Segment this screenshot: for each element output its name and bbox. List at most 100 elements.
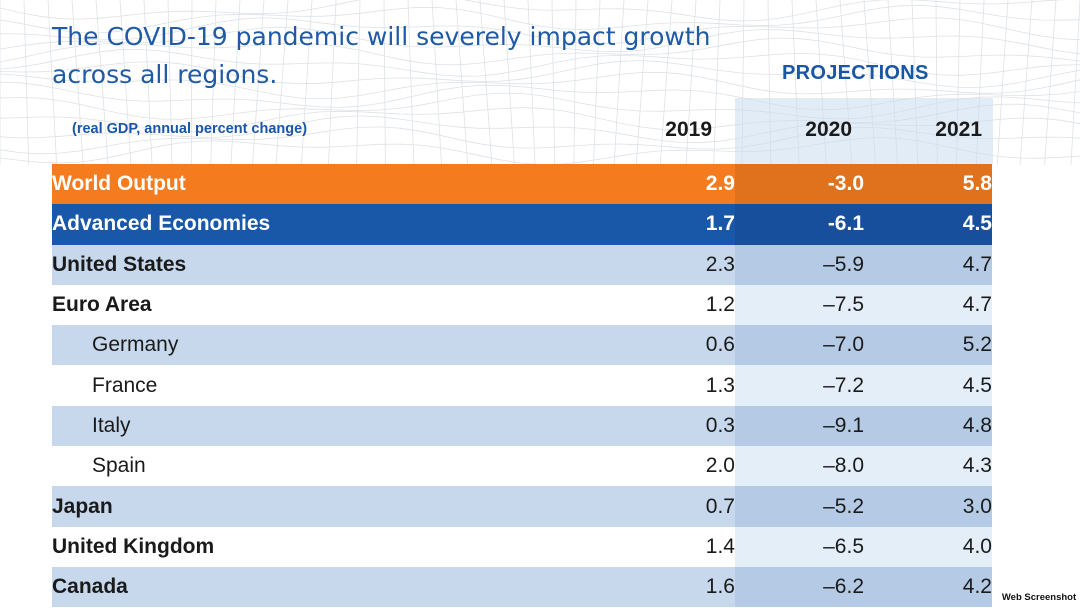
wave-line xyxy=(95,0,109,166)
wave-line xyxy=(356,0,361,166)
row-label: Advanced Economies xyxy=(52,204,614,245)
value-2021: 3.0 xyxy=(864,486,992,527)
row-label: Spain xyxy=(52,446,614,487)
row-label: France xyxy=(52,365,614,406)
wave-line xyxy=(0,71,1080,100)
value-2019: 1.3 xyxy=(614,365,735,406)
wave-line xyxy=(1044,0,1057,166)
wave-line xyxy=(301,0,313,166)
wave-line xyxy=(0,0,1067,22)
value-2020: –7.0 xyxy=(735,325,864,366)
row-label: Japan xyxy=(52,486,614,527)
wave-line xyxy=(210,0,217,166)
table-row-italy: Italy 0.3 –9.1 4.8 xyxy=(52,405,992,447)
value-2019: 1.4 xyxy=(614,526,735,567)
wave-line xyxy=(613,0,625,166)
value-2020: –5.2 xyxy=(735,486,864,527)
value-2019: 2.9 xyxy=(614,164,735,205)
value-2019: 2.3 xyxy=(614,244,735,285)
wave-line xyxy=(0,60,1080,88)
value-2021: 4.7 xyxy=(864,244,992,285)
wave-line xyxy=(573,0,577,166)
projections-header-shade xyxy=(735,98,993,164)
wave-line xyxy=(527,0,536,166)
wave-line xyxy=(713,0,721,166)
value-2020: -3.0 xyxy=(735,164,864,205)
value-2021: 5.8 xyxy=(864,164,992,205)
value-2020: –7.2 xyxy=(735,365,864,406)
wave-line xyxy=(252,0,265,166)
wave-line xyxy=(230,0,241,166)
row-label: Italy xyxy=(52,405,614,447)
wave-line xyxy=(1019,0,1033,166)
wave-line xyxy=(0,26,1080,55)
wave-line xyxy=(479,0,493,166)
value-2020: -6.1 xyxy=(735,204,864,245)
value-2019: 1.7 xyxy=(614,204,735,245)
column-header-2019: 2019 xyxy=(665,118,712,141)
column-header-2020: 2020 xyxy=(805,118,852,141)
wave-line xyxy=(143,0,153,166)
wave-line xyxy=(0,17,1080,45)
wave-line xyxy=(593,0,601,166)
value-2020: –5.9 xyxy=(735,244,864,285)
row-label: United Kingdom xyxy=(52,526,614,567)
table-row-france: France 1.3 –7.2 4.5 xyxy=(52,365,992,406)
wave-line xyxy=(455,0,468,166)
table-row-advanced-economies: Advanced Economies 1.7 -6.1 4.5 xyxy=(52,204,992,245)
value-2020: –8.0 xyxy=(735,446,864,487)
value-2020: –7.5 xyxy=(735,284,864,326)
value-2021: 4.2 xyxy=(864,566,992,608)
wave-line xyxy=(383,0,386,166)
wave-line xyxy=(503,0,515,166)
table-row-canada: Canada 1.6 –6.2 4.2 xyxy=(52,566,992,608)
value-2020: –6.5 xyxy=(735,526,864,567)
value-2021: 4.5 xyxy=(864,204,992,245)
row-label: Germany xyxy=(52,325,614,366)
wave-line xyxy=(659,0,673,166)
wave-line xyxy=(71,0,84,166)
value-2019: 0.3 xyxy=(614,405,735,447)
projections-label: PROJECTIONS xyxy=(782,62,929,84)
column-header-2021: 2021 xyxy=(935,118,982,141)
row-label: United States xyxy=(52,244,614,285)
value-2019: 1.6 xyxy=(614,566,735,608)
wave-line xyxy=(167,0,173,166)
table-row-japan: Japan 0.7 –5.2 3.0 xyxy=(52,486,992,527)
table-row-spain: Spain 2.0 –8.0 4.3 xyxy=(52,446,992,487)
value-2019: 0.7 xyxy=(614,486,735,527)
value-2019: 1.2 xyxy=(614,284,735,326)
wave-line xyxy=(407,0,415,166)
wave-line xyxy=(635,0,649,166)
wave-line xyxy=(47,0,57,166)
wave-line xyxy=(0,37,1080,66)
wave-line xyxy=(551,0,556,166)
value-2019: 2.0 xyxy=(614,446,735,487)
row-label: Euro Area xyxy=(52,284,614,326)
wave-line xyxy=(0,4,1080,34)
table-row-united-kingdom: United Kingdom 1.4 –6.5 4.0 xyxy=(52,526,992,567)
table-row-world-output: World Output 2.9 -3.0 5.8 xyxy=(52,164,992,205)
table-header: (real GDP, annual percent change) 2019 2… xyxy=(52,112,992,152)
value-2021: 4.7 xyxy=(864,284,992,326)
value-2021: 5.2 xyxy=(864,325,992,366)
table-row-germany: Germany 0.6 –7.0 5.2 xyxy=(52,325,992,366)
value-2021: 4.5 xyxy=(864,365,992,406)
wave-line xyxy=(685,0,697,166)
value-2020: –6.2 xyxy=(735,566,864,608)
wave-line xyxy=(1070,0,1080,166)
page-title: The COVID-19 pandemic will severely impa… xyxy=(52,22,711,89)
watermark: Web Screenshot xyxy=(998,588,1080,608)
wave-line xyxy=(996,0,1009,166)
wave-line xyxy=(190,0,193,166)
value-2020: –9.1 xyxy=(735,405,864,447)
row-label: Canada xyxy=(52,566,614,608)
value-2021: 4.0 xyxy=(864,526,992,567)
table-row-euro-area: Euro Area 1.2 –7.5 4.7 xyxy=(52,284,992,326)
wave-line xyxy=(275,0,289,166)
wave-line xyxy=(119,0,132,166)
gdp-table: World Output 2.9 -3.0 5.8 Advanced Economies… xyxy=(52,164,992,608)
value-2021: 4.8 xyxy=(864,405,992,447)
wave-line xyxy=(23,0,30,166)
value-2021: 4.3 xyxy=(864,446,992,487)
